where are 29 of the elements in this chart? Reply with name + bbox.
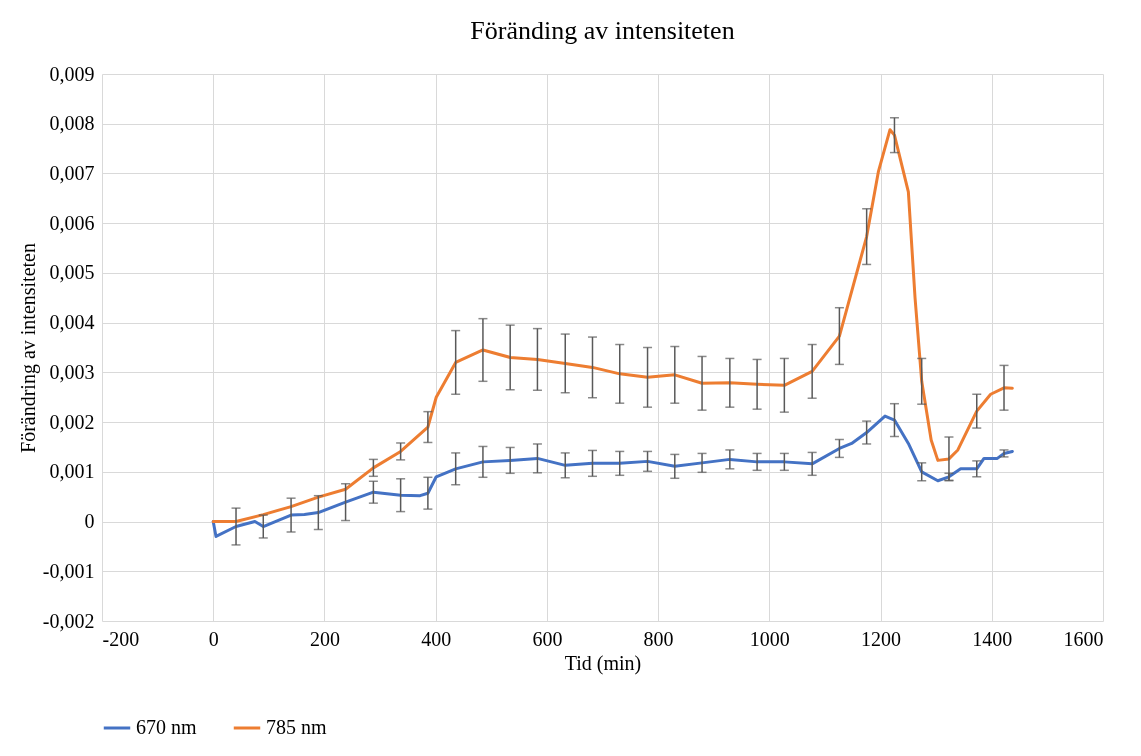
x-tick-label: 800 xyxy=(643,627,674,650)
y-tick-label: 0,009 xyxy=(49,62,95,85)
x-tick-label: 200 xyxy=(309,627,340,650)
y-axis-title: Förändring av intensiteten xyxy=(16,243,40,453)
y-tick-label: -0,002 xyxy=(42,609,95,632)
chart-title: Föränding av intensiteten xyxy=(470,16,735,45)
x-tick-label: 0 xyxy=(208,627,219,650)
y-tick-label: 0,008 xyxy=(49,112,95,135)
legend-label: 785 nm xyxy=(266,716,327,738)
y-tick-label: -0,001 xyxy=(42,559,95,582)
x-tick-label: 1600 xyxy=(1063,627,1104,650)
x-tick-label: 400 xyxy=(421,627,452,650)
y-tick-label: 0 xyxy=(84,510,95,533)
line-series xyxy=(211,414,1014,538)
y-tick-label: 0,005 xyxy=(49,261,95,284)
x-tick-label: 1200 xyxy=(861,627,902,650)
y-tick-label: 0,002 xyxy=(49,410,95,433)
y-tick-label: 0,004 xyxy=(49,311,95,334)
y-tick-label: 0,006 xyxy=(49,211,95,234)
y-tick-label: 0,001 xyxy=(49,460,95,483)
x-tick-label: -200 xyxy=(102,627,140,650)
x-tick-label: 600 xyxy=(532,627,563,650)
y-tick-label: 0,003 xyxy=(49,360,95,383)
y-tick-label: 0,007 xyxy=(49,161,95,184)
legend-label: 670 nm xyxy=(136,716,197,738)
x-axis-title: Tid (min) xyxy=(564,651,642,675)
x-tick-label: 1000 xyxy=(749,627,790,650)
line-series xyxy=(211,128,1014,524)
x-tick-label: 1400 xyxy=(972,627,1013,650)
